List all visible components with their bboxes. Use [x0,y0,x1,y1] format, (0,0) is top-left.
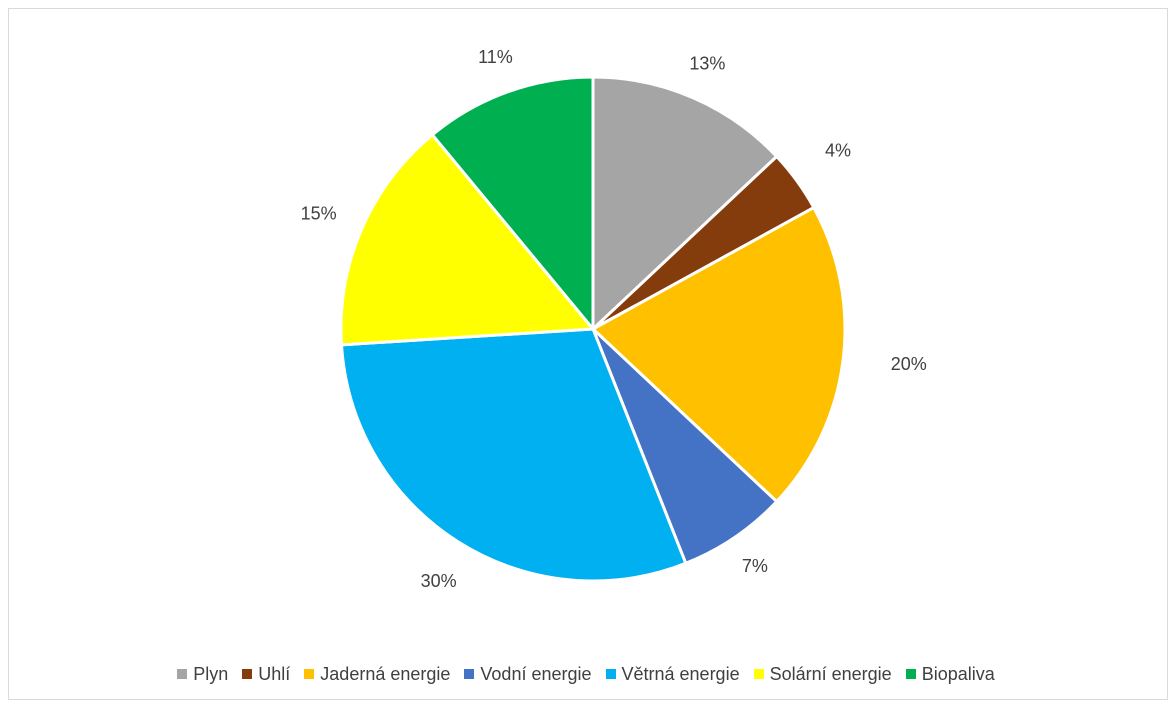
legend-swatch [242,669,253,679]
pie-slice-6 [339,133,595,347]
legend-item: Vodní energie [464,663,592,685]
pie-slice-7 [430,75,595,331]
legend-item: Biopaliva [905,663,995,685]
legend-label: Větrná energie [621,663,740,684]
legend-swatch [304,669,315,679]
pie-slice-5 [339,327,688,583]
legend-item: Uhlí [242,664,290,685]
data-label-6: 15% [301,203,337,223]
legend-item: Větrná energie [605,663,740,685]
legend-swatch [177,669,188,679]
data-label-3: 20% [891,354,927,374]
legend-item: Solární energie [753,663,892,685]
pie-slice-3 [591,206,847,504]
legend-item: Plyn [177,664,228,685]
legend-swatch [753,669,764,679]
legend-label: Jaderná energie [320,663,451,684]
legend-label: Plyn [193,663,229,684]
chart-legend: Plyn Uhlí Jaderná energie Vodní energie Větr… [0,660,1172,688]
data-label-7: 11% [478,47,513,67]
legend-label: Biopaliva [921,663,995,684]
data-label-5: 30% [421,571,457,591]
data-label-4: 7% [742,556,768,576]
legend-item: Jaderná energie [304,664,450,685]
pie-slice-4 [591,327,779,565]
data-label-1: 13% [689,53,725,73]
legend-label: Solární energie [769,663,892,684]
pie-data-labels: 13% 4% 20% 7% 30% 15% 11% [301,47,927,591]
data-label-2: 4% [825,140,851,160]
legend-label: Vodní energie [480,663,592,684]
legend-swatch [905,669,916,679]
pie-slice-1 [591,75,779,331]
legend-swatch [605,669,616,679]
pie-slices [339,75,847,583]
legend-label: Uhlí [258,663,291,684]
legend-swatch [464,669,475,679]
